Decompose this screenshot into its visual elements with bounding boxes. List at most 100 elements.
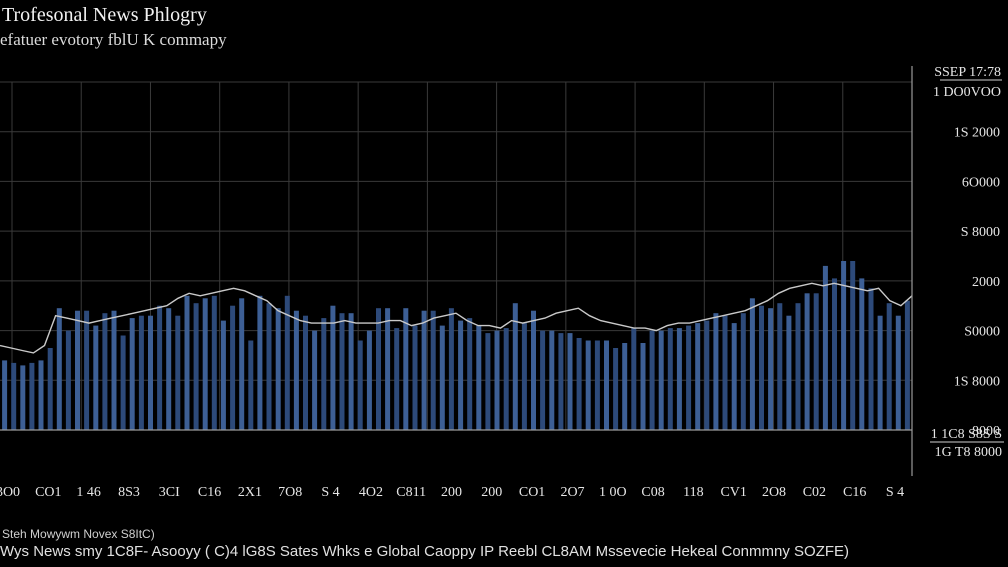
bar xyxy=(330,305,336,430)
chart-subtitle: efatuer evotory fblU K commapy xyxy=(0,30,227,49)
bar xyxy=(138,315,144,430)
bar xyxy=(193,303,199,430)
x-tick-label: S 4 xyxy=(321,485,339,500)
y-axis-footer: 1G T8 8000 xyxy=(935,445,1002,460)
source-note: Steh Mowywm Novex S8ItC) xyxy=(2,527,155,541)
bar xyxy=(303,315,308,430)
bar xyxy=(376,308,381,430)
bar xyxy=(549,330,555,430)
bar xyxy=(266,303,272,430)
bar xyxy=(211,295,217,430)
x-tick-label: 7O8 xyxy=(278,485,302,500)
bar xyxy=(613,348,619,430)
bar xyxy=(686,325,692,430)
bar xyxy=(312,330,318,430)
bar xyxy=(239,298,245,430)
bar xyxy=(120,335,126,430)
bar xyxy=(439,325,445,430)
bar xyxy=(157,305,163,430)
x-tick-label: 1 46 xyxy=(76,485,101,500)
bar xyxy=(275,308,281,430)
credit-note: Wys News smy 1C8F- Asooyy ( C)4 lG8S Sat… xyxy=(0,543,850,560)
bar xyxy=(321,318,327,430)
bar xyxy=(65,330,71,430)
bar xyxy=(366,330,372,430)
bar xyxy=(293,310,299,430)
bar xyxy=(175,315,181,430)
bar xyxy=(850,261,856,430)
bar xyxy=(184,295,190,430)
bar xyxy=(38,360,44,430)
x-tick-label: 3CI xyxy=(159,485,180,500)
bar xyxy=(467,318,473,430)
bar xyxy=(768,308,774,430)
bar xyxy=(540,330,546,430)
x-tick-label: 3O0 xyxy=(0,485,20,500)
bar xyxy=(102,313,108,430)
bar-series xyxy=(2,261,910,430)
bar xyxy=(822,265,828,430)
bar xyxy=(722,315,728,430)
bar xyxy=(567,333,573,430)
bar xyxy=(220,320,226,430)
bar xyxy=(649,330,655,430)
y-tick-label: S0000 xyxy=(964,325,1000,340)
bar xyxy=(558,333,564,430)
x-tick-label: S 4 xyxy=(886,485,904,500)
bar xyxy=(421,310,427,430)
bar xyxy=(2,360,8,430)
bar xyxy=(29,362,35,430)
y-axis-header: 1 DO0VOO xyxy=(933,85,1001,100)
bar xyxy=(448,308,454,430)
bar xyxy=(412,325,418,430)
bar xyxy=(695,323,701,430)
bar xyxy=(868,288,874,430)
bar xyxy=(895,315,901,430)
bar xyxy=(886,303,892,430)
y-axis-labels: SSEP 17:78 1 DO0VOO 1S 2000 6O000 S 8000 2000… xyxy=(930,65,1004,460)
bar xyxy=(111,310,117,430)
bar xyxy=(11,362,17,430)
bar xyxy=(740,313,746,430)
x-tick-label: CO1 xyxy=(519,485,545,500)
y-axis-header: SSEP 17:78 xyxy=(934,65,1001,80)
bar xyxy=(248,340,254,430)
y-tick-label: 1S 2000 xyxy=(954,126,1000,141)
bar xyxy=(759,305,764,430)
bar xyxy=(704,320,710,430)
x-tick-label: 8S3 xyxy=(118,485,140,500)
bar xyxy=(503,328,509,430)
bar xyxy=(430,310,436,430)
bar xyxy=(859,278,865,430)
bar xyxy=(786,315,792,430)
y-tick-label: S 8000 xyxy=(961,225,1000,240)
bar xyxy=(604,340,609,430)
x-tick-label: C811 xyxy=(396,485,426,500)
y-tick-label: 1S 8000 xyxy=(954,374,1000,389)
axes xyxy=(0,66,913,476)
bar xyxy=(166,308,172,430)
bar xyxy=(777,303,783,430)
bar xyxy=(904,300,910,430)
x-tick-label: C08 xyxy=(641,485,664,500)
bar xyxy=(531,310,536,430)
bar xyxy=(284,295,290,430)
x-tick-label: 118 xyxy=(683,485,703,500)
bar xyxy=(20,365,26,430)
x-tick-label: 4O2 xyxy=(359,485,383,500)
bar xyxy=(93,325,99,430)
bar xyxy=(476,325,482,430)
x-tick-label: C02 xyxy=(803,485,826,500)
y-tick-label: 8000 xyxy=(972,424,1000,439)
trend-line xyxy=(0,282,913,354)
bar xyxy=(403,308,409,430)
bar xyxy=(749,298,755,430)
bar xyxy=(458,320,464,430)
bar xyxy=(813,293,819,430)
bar xyxy=(339,313,345,430)
bar xyxy=(47,348,53,430)
bar xyxy=(494,330,500,430)
bar xyxy=(667,328,673,430)
bar xyxy=(75,310,80,430)
